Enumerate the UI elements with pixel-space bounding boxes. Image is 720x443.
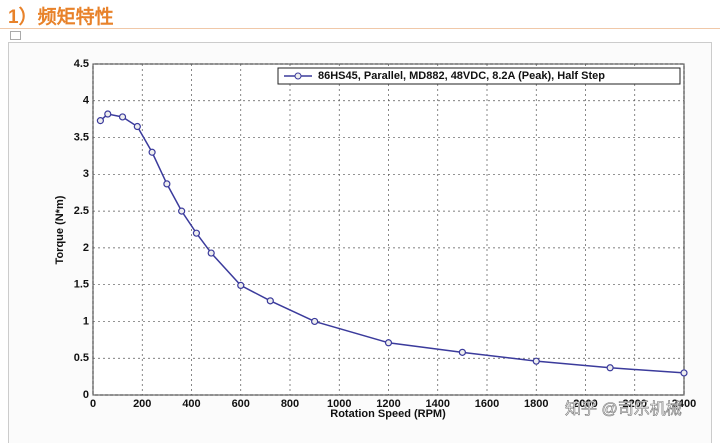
data-point [384,339,393,347]
data-point [133,122,141,131]
x-tick-label: 400 [182,398,200,410]
divider [0,28,720,29]
x-tick-label: 600 [232,398,250,410]
y-tick-label: 4 [83,95,90,107]
y-tick-label: 0.5 [74,352,89,364]
data-point [458,348,466,356]
x-tick-label: 2400 [672,398,696,410]
watermark: 知乎 @司乐机械 [565,400,682,418]
y-tick-label: 1 [83,315,89,327]
data-point [606,364,614,372]
x-tick-label: 800 [281,398,299,410]
legend-box [277,67,681,85]
x-tick-label: 1800 [524,398,548,410]
data-point [311,317,319,326]
x-tick-label: 1000 [327,398,351,410]
section-title: 1）频矩特性 [8,7,114,28]
y-tick-label: 4.5 [74,58,89,70]
data-point [237,281,245,290]
data-point [148,148,156,156]
x-tick-label: 2000 [573,398,597,410]
y-tick-label: 2 [83,242,89,254]
x-tick-label: 200 [133,398,151,410]
legend-label: 86HS45, Parallel, MD882, 48VDC, 8.2A (Pe… [318,70,605,82]
x-tick-label: 1200 [376,398,400,410]
data-point [680,369,688,377]
data-point [104,110,112,118]
data-point [118,113,127,121]
data-point [178,207,186,215]
y-tick-label: 0 [83,389,89,401]
y-tick-label: 3 [83,168,89,180]
x-tick-label: 0 [90,398,96,410]
y-tick-label: 2.5 [74,205,89,217]
x-axis-label: Rotation Speed (RPM) [330,408,446,420]
data-point [207,249,215,257]
data-point [266,297,274,305]
y-tick-label: 1.5 [74,279,89,291]
data-point [163,180,171,188]
x-tick-label: 2200 [623,398,647,410]
data-point [532,357,540,365]
legend-marker [294,72,302,80]
image-icon [10,31,21,40]
x-tick-label: 1400 [426,398,450,410]
x-tick-label: 1600 [475,398,499,410]
y-tick-label: 3.5 [74,131,89,143]
data-point [96,117,104,125]
y-axis-label: Torque (N*m) [54,195,66,264]
data-point [192,229,201,237]
